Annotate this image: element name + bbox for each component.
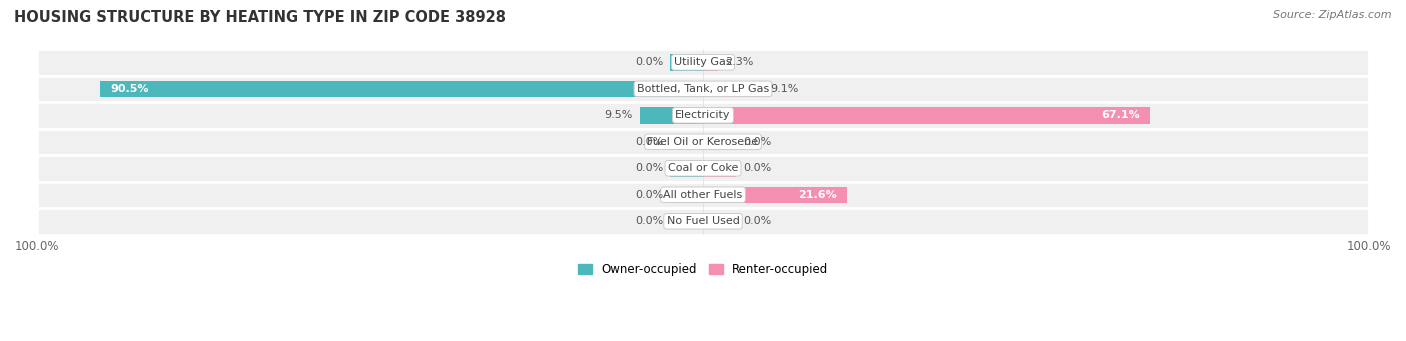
- Bar: [100, 80, 703, 97]
- Bar: [669, 54, 703, 71]
- Bar: [37, 129, 1369, 155]
- Text: 0.0%: 0.0%: [634, 137, 664, 147]
- Bar: [703, 80, 763, 97]
- Bar: [703, 213, 737, 229]
- Text: 21.6%: 21.6%: [799, 190, 837, 200]
- Bar: [669, 187, 703, 203]
- Bar: [669, 134, 703, 150]
- Text: 0.0%: 0.0%: [634, 57, 664, 67]
- Text: 67.1%: 67.1%: [1101, 110, 1140, 120]
- Bar: [669, 160, 703, 177]
- Text: Source: ZipAtlas.com: Source: ZipAtlas.com: [1274, 10, 1392, 20]
- Bar: [703, 54, 718, 71]
- Text: Electricity: Electricity: [675, 110, 731, 120]
- Text: 0.0%: 0.0%: [742, 137, 772, 147]
- Bar: [37, 208, 1369, 235]
- Text: HOUSING STRUCTURE BY HEATING TYPE IN ZIP CODE 38928: HOUSING STRUCTURE BY HEATING TYPE IN ZIP…: [14, 10, 506, 25]
- Bar: [37, 49, 1369, 76]
- Text: 0.0%: 0.0%: [634, 190, 664, 200]
- Bar: [703, 187, 846, 203]
- Text: 0.0%: 0.0%: [742, 163, 772, 173]
- Bar: [37, 181, 1369, 208]
- Text: 0.0%: 0.0%: [634, 216, 664, 226]
- Bar: [703, 134, 737, 150]
- Bar: [669, 213, 703, 229]
- Text: 2.3%: 2.3%: [725, 57, 754, 67]
- Text: Utility Gas: Utility Gas: [675, 57, 731, 67]
- Text: 90.5%: 90.5%: [111, 84, 149, 94]
- Text: All other Fuels: All other Fuels: [664, 190, 742, 200]
- Bar: [37, 76, 1369, 102]
- Bar: [37, 155, 1369, 181]
- Legend: Owner-occupied, Renter-occupied: Owner-occupied, Renter-occupied: [572, 258, 834, 281]
- Text: Coal or Coke: Coal or Coke: [668, 163, 738, 173]
- Text: 9.5%: 9.5%: [605, 110, 633, 120]
- Text: No Fuel Used: No Fuel Used: [666, 216, 740, 226]
- Text: 9.1%: 9.1%: [770, 84, 799, 94]
- Bar: [640, 107, 703, 123]
- Text: 0.0%: 0.0%: [742, 216, 772, 226]
- Text: 0.0%: 0.0%: [634, 163, 664, 173]
- Bar: [703, 160, 737, 177]
- Text: Bottled, Tank, or LP Gas: Bottled, Tank, or LP Gas: [637, 84, 769, 94]
- Bar: [703, 107, 1150, 123]
- Text: Fuel Oil or Kerosene: Fuel Oil or Kerosene: [647, 137, 759, 147]
- Bar: [37, 102, 1369, 129]
